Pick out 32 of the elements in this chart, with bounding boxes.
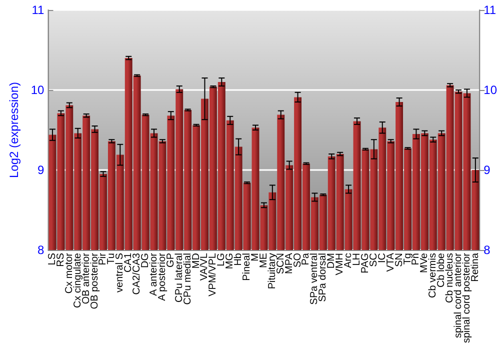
x-tick-label: CPu medial — [182, 253, 194, 305]
x-tick-label: Cx cingulate — [72, 252, 84, 308]
x-tick-label: LH — [352, 253, 362, 266]
x-tick-label: M — [250, 253, 261, 262]
x-tick-label: LS — [46, 252, 58, 266]
x-tick-label: SCN — [275, 253, 286, 274]
y2-tick-label: 9 — [484, 163, 491, 177]
x-tick-label: Pituitary — [266, 253, 278, 290]
x-tick-label: spinal cord posterior — [461, 252, 472, 344]
y2-tick-label: 8 — [484, 243, 491, 257]
y-axis-title: Log2 (expression) — [7, 82, 21, 178]
x-tick-label: RS — [55, 252, 66, 267]
y-tick-label: 11 — [32, 3, 45, 17]
x-tick-label: PAG — [360, 252, 371, 274]
x-tick-label: GP — [165, 252, 176, 268]
y-tick-label: 8 — [38, 243, 45, 257]
x-tick-label: VTA — [385, 252, 396, 272]
x-tick-label: OB anterior — [80, 252, 92, 304]
x-tick-label: SC — [368, 253, 380, 267]
x-tick-label: OB posterior — [89, 252, 100, 310]
x-tick-label: Retina — [470, 252, 481, 282]
x-tick-label: IC — [376, 253, 388, 263]
x-tick-label: A posterior — [156, 252, 168, 301]
x-tick-label: MPA — [284, 252, 295, 274]
y2-tick-label: 11 — [484, 3, 496, 17]
x-tick-label: A anterior — [148, 252, 160, 296]
x-tick-label: Tg — [402, 253, 414, 265]
x-tick-label: SN — [394, 253, 405, 267]
y2-tick-label: 10 — [484, 83, 498, 97]
y-tick-label: 9 — [38, 163, 45, 177]
x-tick-label: ME — [258, 252, 270, 268]
y-tick-label: 10 — [30, 83, 45, 97]
